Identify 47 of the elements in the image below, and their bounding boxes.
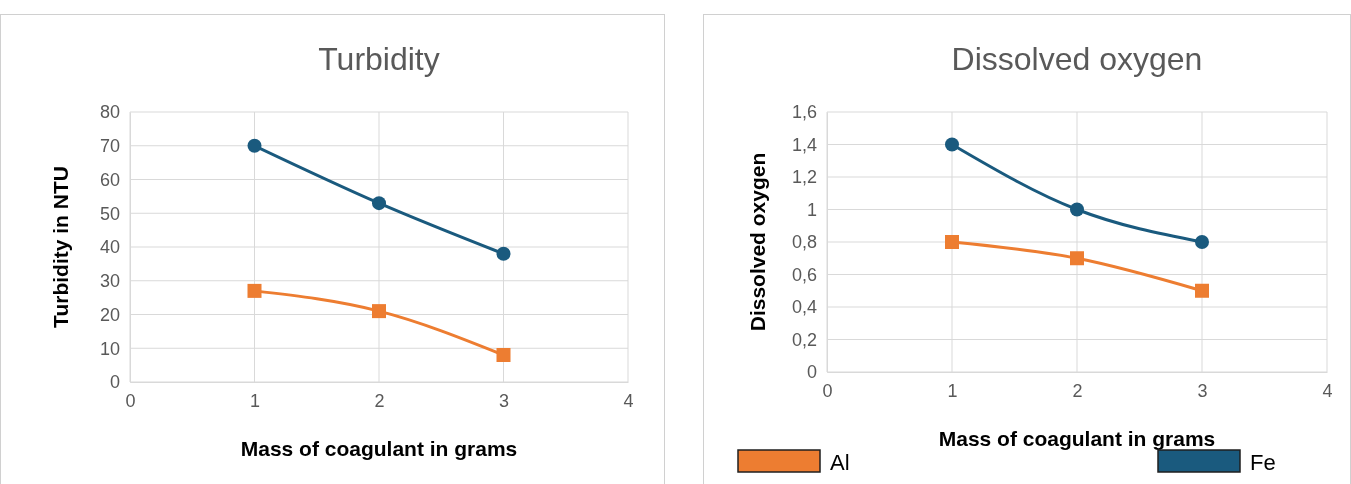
legend-label: Fe — [1250, 450, 1276, 475]
y-tick-label: 0,8 — [791, 232, 817, 253]
point — [496, 246, 511, 261]
y-tick-label: 30 — [99, 271, 120, 292]
x-tick-label: 3 — [498, 390, 510, 411]
x-tick-label: 3 — [1197, 380, 1208, 401]
y-tick-label: 50 — [99, 203, 120, 224]
y-axis-title: Dissolved oxygen — [746, 152, 769, 332]
point — [247, 138, 262, 153]
x-tick-label: 4 — [623, 390, 634, 411]
y-tick-label: 0,6 — [791, 264, 817, 285]
x-tick-label: 2 — [374, 390, 385, 411]
y-tick-label: 80 — [99, 102, 120, 123]
point — [945, 137, 959, 152]
point — [1195, 235, 1209, 249]
point — [496, 348, 511, 362]
point — [1070, 251, 1084, 266]
x-tick-label: 1 — [249, 390, 261, 411]
legend-label: Al — [830, 450, 850, 475]
y-tick-label: 10 — [99, 338, 120, 359]
x-tick-label: 0 — [125, 390, 136, 411]
y-tick-label: 20 — [99, 304, 120, 325]
y-tick-label: 0 — [806, 362, 817, 383]
y-tick-label: 60 — [99, 169, 120, 190]
x-tick-label: 2 — [1072, 380, 1083, 401]
y-tick-label: 70 — [99, 136, 120, 157]
x-tick-label: 0 — [822, 380, 833, 401]
x-tick-label: 4 — [1322, 380, 1333, 401]
y-tick-label: 40 — [99, 237, 120, 258]
point — [1195, 283, 1209, 298]
y-tick-label: 1 — [806, 199, 817, 220]
chart-title: Turbidity — [318, 41, 440, 77]
chart-title: Dissolved oxygen — [951, 41, 1203, 77]
x-axis-title: Mass of coagulant in grams — [240, 437, 518, 460]
x-axis-title: Mass of coagulant in grams — [938, 427, 1216, 450]
point — [1070, 202, 1084, 217]
x-tick-label: 1 — [947, 380, 958, 401]
y-axis-title: Turbidity in NTU — [49, 166, 72, 328]
y-tick-label: 1,2 — [791, 167, 817, 188]
point — [372, 304, 386, 319]
y-tick-label: 1,6 — [791, 102, 817, 123]
point — [945, 235, 959, 249]
y-tick-label: 1,4 — [791, 134, 817, 155]
point — [372, 196, 386, 211]
y-tick-label: 0,4 — [791, 297, 817, 318]
y-tick-label: 0,2 — [791, 329, 817, 350]
point — [247, 283, 262, 298]
